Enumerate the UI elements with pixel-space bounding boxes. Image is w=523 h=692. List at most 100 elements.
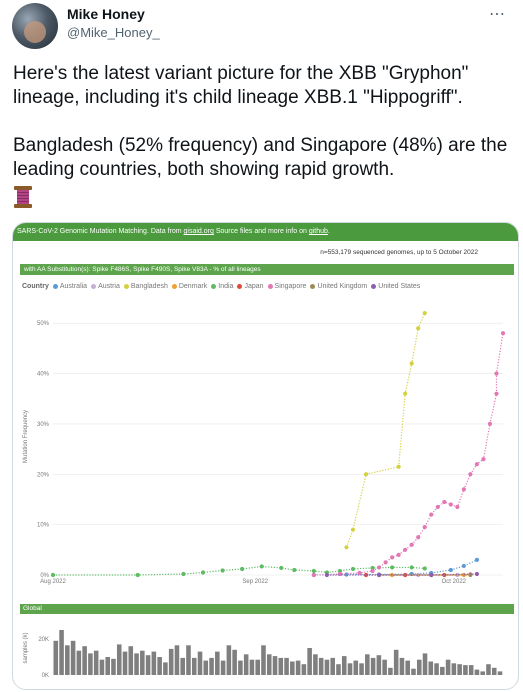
data-point (448, 567, 453, 573)
sample-bar (140, 650, 145, 675)
data-point (390, 555, 395, 560)
sample-bar (434, 663, 439, 675)
github-link: github (308, 228, 328, 235)
sample-bar (180, 657, 185, 675)
sample-bar (376, 655, 382, 675)
y-tick-label: 50% (37, 321, 50, 327)
x-tick-label: Sep 2022 (242, 579, 268, 585)
data-point (311, 572, 316, 578)
data-point (370, 565, 375, 571)
genome-count: n=553,179 sequenced genomes, up to 5 Oct… (320, 249, 478, 256)
data-point (416, 326, 421, 331)
data-point (500, 331, 506, 336)
legend-label: Denmark (178, 283, 208, 290)
sample-bar (370, 657, 376, 675)
sample-bar (463, 665, 468, 675)
sample-bar (226, 645, 232, 675)
sample-bar (313, 654, 318, 675)
legend-dot (211, 283, 217, 289)
more-dots-icon[interactable]: ⋯ (489, 6, 506, 23)
data-point (455, 504, 460, 510)
chart-image-card[interactable]: SARS-CoV-2 Genomic Mutation Matching. Da… (12, 222, 519, 690)
legend-dot (52, 283, 58, 289)
data-point (448, 502, 453, 507)
legend-dot (310, 283, 316, 289)
data-point (474, 571, 480, 577)
legend-item[interactable]: India (211, 283, 233, 290)
sample-bar (272, 656, 278, 675)
sample-bar (249, 659, 255, 675)
data-point (461, 487, 466, 492)
sample-bar (70, 640, 76, 675)
data-point (50, 572, 56, 578)
data-point (461, 563, 466, 569)
legend-item[interactable]: United Kingdom (310, 283, 367, 290)
sample-bar (307, 648, 312, 675)
data-point (396, 552, 401, 557)
legend-label: India (218, 283, 234, 290)
sample-bar (457, 664, 462, 675)
data-point (350, 566, 356, 572)
sample-bar (382, 659, 387, 675)
y-tick-label: 20% (37, 472, 50, 478)
data-point (259, 564, 264, 569)
data-point (376, 572, 382, 578)
sample-bar (238, 660, 243, 675)
data-point (494, 371, 499, 376)
data-point (487, 421, 493, 427)
series-line (313, 559, 478, 576)
data-point (409, 361, 414, 366)
data-point (363, 572, 369, 578)
sample-bar (451, 663, 457, 675)
avatar[interactable] (12, 3, 58, 49)
sample-bar (284, 657, 289, 675)
sample-bar (111, 658, 116, 675)
data-point (429, 512, 434, 517)
sample-bar (440, 666, 445, 675)
data-point (344, 545, 349, 550)
sample-bar (191, 657, 197, 675)
data-point (481, 457, 486, 462)
legend-item[interactable]: Austria (91, 283, 120, 290)
sample-bar (497, 671, 503, 675)
sample-bar (359, 663, 364, 675)
data-point (200, 570, 206, 575)
sample-bar (416, 659, 422, 675)
data-point (350, 527, 356, 532)
sample-bar (197, 651, 203, 675)
legend-dot (371, 283, 377, 289)
legend-item[interactable]: Bangladesh (123, 283, 168, 290)
author-name[interactable]: Mike Honey (67, 6, 145, 22)
sample-bar (122, 651, 128, 675)
data-point (409, 565, 414, 570)
legend-label: Australia (59, 283, 88, 290)
legend-title: Country (22, 283, 49, 290)
y-axis-label: Mutation Frequency (23, 410, 29, 463)
data-point (324, 572, 330, 578)
bar-y-tick-label: 20K (38, 637, 49, 643)
sample-bar (65, 645, 70, 675)
sample-bar (486, 664, 491, 675)
legend-item[interactable]: United States (371, 283, 420, 290)
sample-bar (53, 640, 59, 675)
sample-bar (163, 662, 168, 675)
legend-dot (91, 283, 97, 289)
sample-bar (99, 659, 105, 675)
sample-bar (151, 651, 157, 675)
legend-item[interactable]: Singapore (267, 283, 306, 290)
sample-bar (215, 651, 220, 675)
y-tick-label: 10% (37, 523, 50, 529)
legend-item[interactable]: Denmark (171, 283, 208, 290)
sample-bar (157, 657, 162, 675)
data-point (396, 464, 401, 469)
legend-item[interactable]: Japan (237, 283, 264, 290)
sample-bar (243, 654, 249, 675)
sample-bar (145, 655, 151, 675)
data-point (494, 391, 499, 396)
sample-bar (59, 630, 64, 675)
legend-item[interactable]: Australia (52, 283, 88, 290)
author-handle[interactable]: @Mike_Honey_ (67, 25, 160, 40)
sample-bar (445, 659, 451, 675)
sample-bar (468, 665, 474, 675)
data-point (422, 566, 427, 571)
